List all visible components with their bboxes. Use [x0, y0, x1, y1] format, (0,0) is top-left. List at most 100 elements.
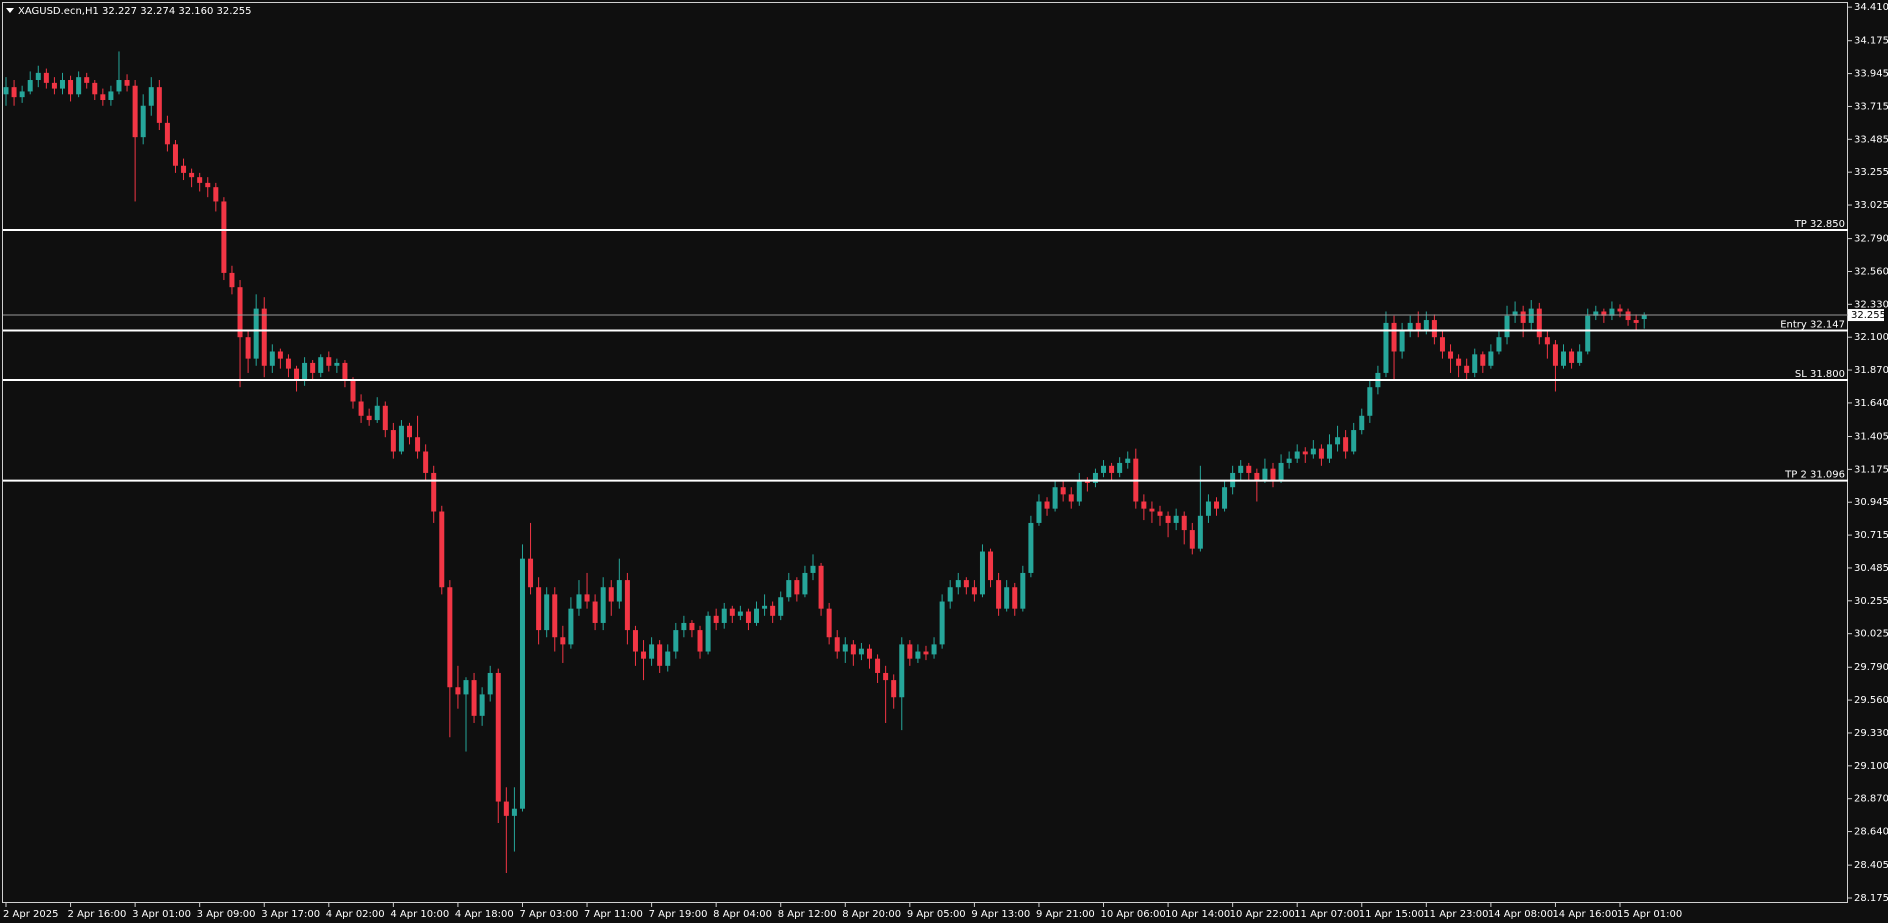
candle-body [1633, 320, 1639, 323]
candle-body [1536, 308, 1542, 338]
candle-body [560, 637, 566, 645]
candle-body [955, 580, 961, 588]
candle-body [544, 594, 550, 631]
candle-body [1351, 430, 1357, 452]
candle-body [584, 594, 590, 602]
candle-body [124, 80, 130, 86]
candle-body [19, 91, 25, 98]
x-tick-label: 3 Apr 01:00 [132, 909, 191, 920]
candle-body [866, 648, 872, 659]
y-tick-label: 33.945 [1854, 69, 1888, 80]
y-tick-label: 32.560 [1854, 266, 1888, 277]
candle-body [1601, 311, 1607, 316]
y-tick-label: 30.945 [1854, 497, 1888, 508]
chart-title: XAGUSD.ecn,H1 32.227 32.274 32.160 32.25… [18, 6, 252, 17]
candle-body [455, 687, 461, 695]
candle-body [1068, 494, 1074, 502]
candle-body [883, 672, 889, 681]
candle-body [334, 362, 340, 366]
x-tick-label: 2 Apr 16:00 [68, 909, 127, 920]
candle-body [1439, 337, 1445, 352]
candle-body [592, 601, 598, 623]
candle-body [1577, 351, 1583, 363]
candle-body [51, 82, 57, 89]
candle-body [600, 587, 606, 623]
candle-body [1359, 415, 1365, 431]
candle-body [1092, 472, 1098, 483]
candle-body [786, 580, 792, 598]
candle-body [745, 611, 751, 623]
candle-body [1181, 515, 1187, 531]
menu-triangle[interactable] [6, 8, 14, 13]
y-tick-label: 33.255 [1854, 167, 1888, 178]
candle-body [1552, 344, 1558, 366]
candle-body [1512, 311, 1518, 316]
candle-body [43, 72, 49, 83]
candle-body [754, 608, 760, 623]
candle-body [1496, 337, 1502, 352]
candle-body [1238, 465, 1244, 473]
x-tick-label: 7 Apr 11:00 [584, 909, 643, 920]
candle-body [172, 144, 178, 166]
candle-body [665, 651, 671, 666]
candle-body [35, 72, 41, 81]
y-tick-label: 33.715 [1854, 101, 1888, 112]
candle-body [794, 580, 800, 595]
candle-body [1318, 448, 1324, 459]
candle-body [205, 182, 211, 188]
candle-body [1205, 501, 1211, 516]
candle-body [858, 648, 864, 655]
candle-body [915, 651, 921, 659]
candle-body [923, 651, 929, 655]
candle-body [737, 611, 743, 616]
candle-body [681, 622, 687, 631]
candle-body [519, 558, 525, 809]
candle-body [1609, 308, 1615, 316]
candle-body [1617, 308, 1623, 312]
y-tick-label: 33.485 [1854, 134, 1888, 145]
candle-body [931, 644, 937, 655]
x-tick-label: 11 Apr 07:00 [1294, 909, 1359, 920]
candle-body [608, 587, 614, 602]
candle-body [1012, 587, 1018, 609]
candle-body [68, 80, 74, 95]
x-tick-label: 10 Apr 06:00 [1101, 909, 1166, 920]
candle-body [1117, 462, 1123, 473]
y-tick-label: 32.790 [1854, 234, 1888, 245]
candle-body [27, 80, 33, 92]
y-tick-label: 28.640 [1854, 827, 1888, 838]
candle-body [294, 368, 300, 381]
candle-body [641, 651, 647, 659]
x-tick-label: 7 Apr 03:00 [519, 909, 578, 920]
candle-body [148, 87, 154, 106]
candle-body [1125, 458, 1131, 463]
candle-body [907, 644, 913, 659]
candle-body [632, 630, 638, 652]
x-tick-label: 8 Apr 12:00 [778, 909, 837, 920]
y-tick-label: 29.790 [1854, 662, 1888, 673]
candle-body [778, 597, 784, 616]
x-tick-label: 8 Apr 20:00 [842, 909, 901, 920]
candle-body [84, 77, 90, 83]
candle-body [1157, 511, 1163, 516]
candle-body [713, 615, 719, 623]
candle-body [3, 87, 9, 95]
candle-body [528, 558, 534, 588]
candle-body [818, 565, 824, 609]
x-tick-label: 9 Apr 21:00 [1036, 909, 1095, 920]
level-label: Entry 32.147 [1780, 319, 1845, 330]
y-tick-label: 29.100 [1854, 761, 1888, 772]
y-tick-label: 31.405 [1854, 431, 1888, 442]
candle-body [834, 637, 840, 652]
candle-body [1060, 487, 1066, 495]
candle-body [261, 308, 267, 366]
y-tick-label: 33.025 [1854, 200, 1888, 211]
y-tick-label: 30.485 [1854, 563, 1888, 574]
candle-body [1286, 458, 1292, 463]
x-tick-label: 9 Apr 05:00 [907, 909, 966, 920]
candle-body [1383, 322, 1389, 373]
candle-body [1028, 522, 1034, 573]
candle-body [1423, 320, 1429, 331]
